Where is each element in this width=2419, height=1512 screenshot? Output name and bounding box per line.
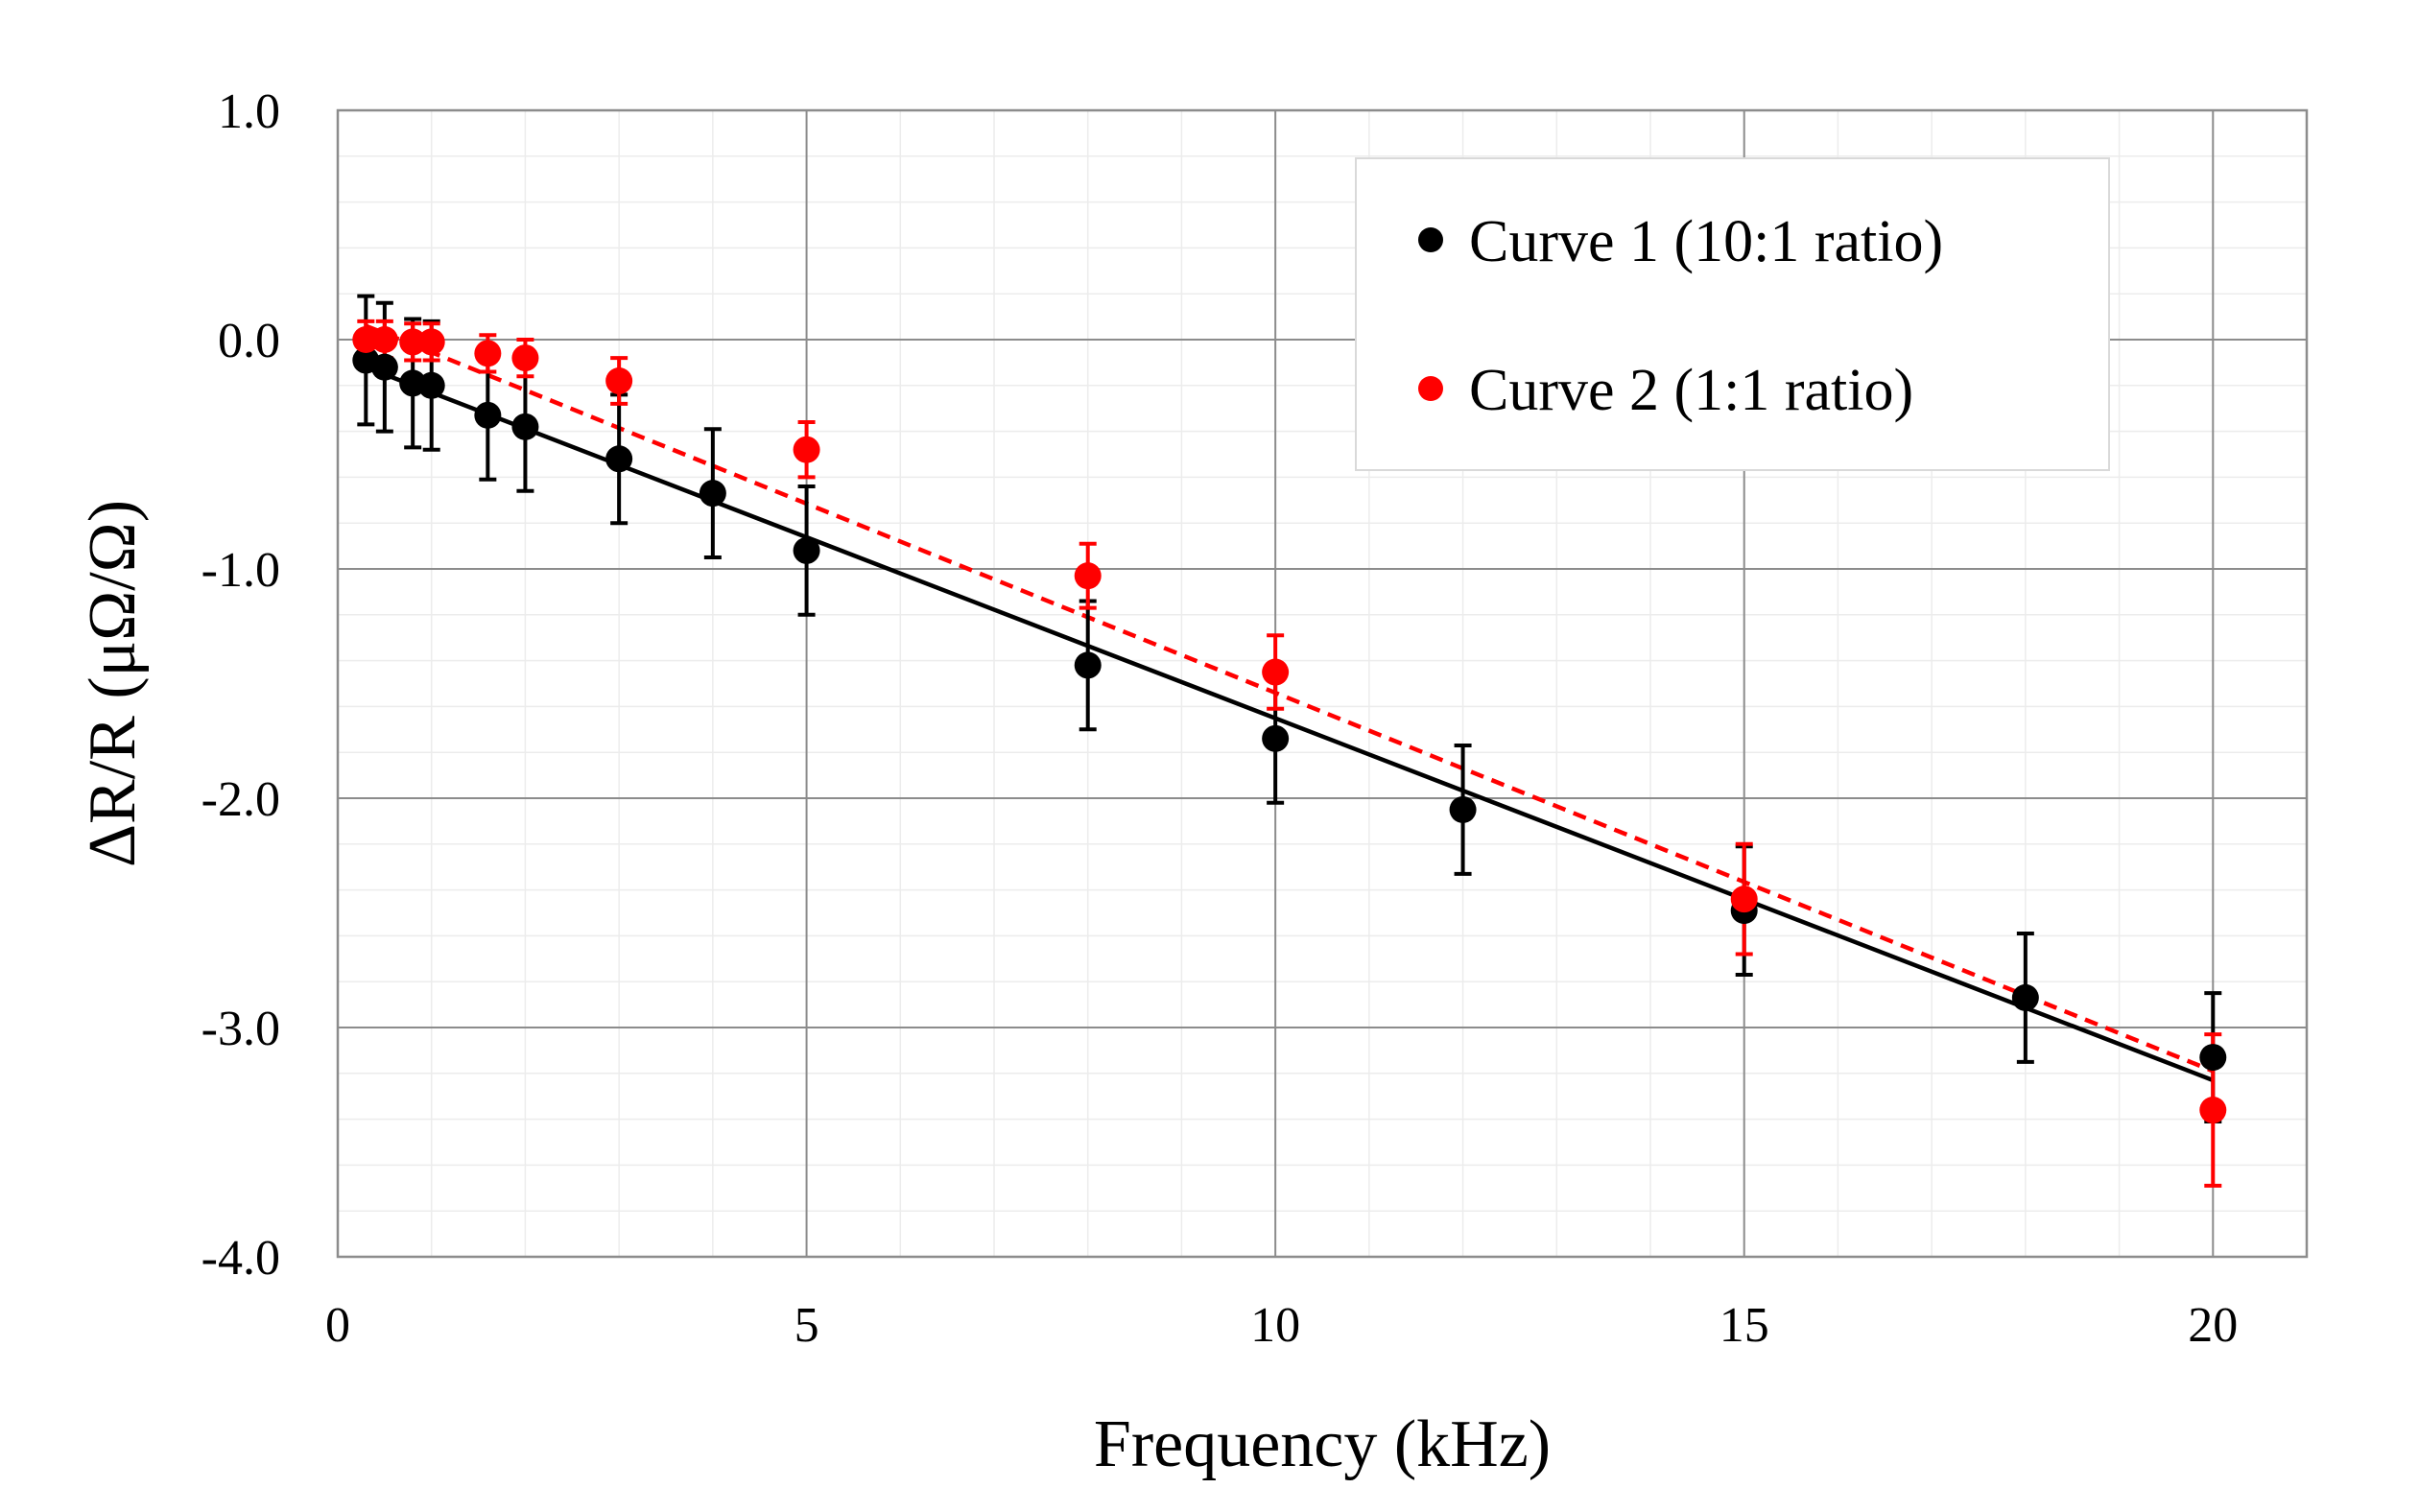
trendline-series-2 bbox=[365, 323, 2215, 1074]
data-point-series-2 bbox=[793, 436, 820, 463]
data-point-series-2 bbox=[1730, 886, 1758, 913]
x-tick-label: 10 bbox=[1250, 1298, 1300, 1353]
y-axis-title: ΔR/R (μΩ/Ω) bbox=[76, 500, 150, 867]
y-tick-label: -1.0 bbox=[202, 543, 280, 598]
y-tick-label: -2.0 bbox=[202, 772, 280, 827]
data-point-series-1 bbox=[1262, 724, 1290, 752]
data-point-series-1 bbox=[793, 536, 820, 564]
data-point-series-1 bbox=[511, 413, 539, 440]
data-point-series-2 bbox=[2199, 1097, 2227, 1124]
y-tick-label: 1.0 bbox=[218, 84, 280, 139]
data-point-series-2 bbox=[370, 326, 398, 353]
data-point-series-2 bbox=[1262, 658, 1290, 686]
legend-marker-curve-1 bbox=[1418, 227, 1443, 252]
data-point-series-1 bbox=[417, 371, 445, 399]
data-point-series-2 bbox=[511, 344, 539, 372]
data-point-series-1 bbox=[1449, 795, 1477, 823]
data-point-series-2 bbox=[417, 328, 445, 356]
data-points bbox=[352, 326, 2227, 1124]
data-point-series-1 bbox=[474, 401, 502, 429]
y-tick-label: 0.0 bbox=[218, 314, 280, 368]
trendlines bbox=[365, 323, 2215, 1083]
data-point-series-1 bbox=[2199, 1044, 2227, 1072]
data-point-series-2 bbox=[399, 328, 427, 356]
x-tick-label: 20 bbox=[2188, 1298, 2238, 1353]
legend-label-curve-2: Curve 2 (1:1 ratio) bbox=[1469, 358, 1913, 423]
legend-box bbox=[1355, 157, 2110, 471]
data-point-series-2 bbox=[1074, 562, 1102, 590]
data-point-series-1 bbox=[699, 480, 726, 508]
legend-marker-curve-2 bbox=[1418, 376, 1443, 401]
data-point-series-1 bbox=[1074, 651, 1102, 679]
plot-area-border bbox=[336, 108, 2309, 1259]
data-point-series-1 bbox=[2011, 983, 2039, 1011]
legend-label-curve-1: Curve 1 (10:1 ratio) bbox=[1469, 209, 1943, 274]
y-tick-label: -3.0 bbox=[202, 1002, 280, 1056]
data-point-series-1 bbox=[370, 353, 398, 381]
legend: Curve 1 (10:1 ratio) Curve 2 (1:1 ratio) bbox=[1355, 157, 2110, 471]
x-tick-label: 5 bbox=[794, 1298, 819, 1353]
tick-labels: 0 5 10 15 20 1.0 0.0 -1.0 -2.0 -3.0 -4.0 bbox=[202, 84, 2239, 1353]
x-tick-label: 15 bbox=[1719, 1298, 1769, 1353]
data-point-series-2 bbox=[474, 340, 502, 367]
data-point-series-2 bbox=[352, 326, 380, 353]
data-point-series-2 bbox=[605, 367, 633, 395]
x-tick-label: 0 bbox=[325, 1298, 350, 1353]
trendline-series-1 bbox=[365, 365, 2215, 1083]
data-point-series-1 bbox=[605, 445, 633, 473]
y-tick-label: -4.0 bbox=[202, 1231, 280, 1286]
x-axis-title: Frequency (kHz) bbox=[1094, 1407, 1551, 1481]
